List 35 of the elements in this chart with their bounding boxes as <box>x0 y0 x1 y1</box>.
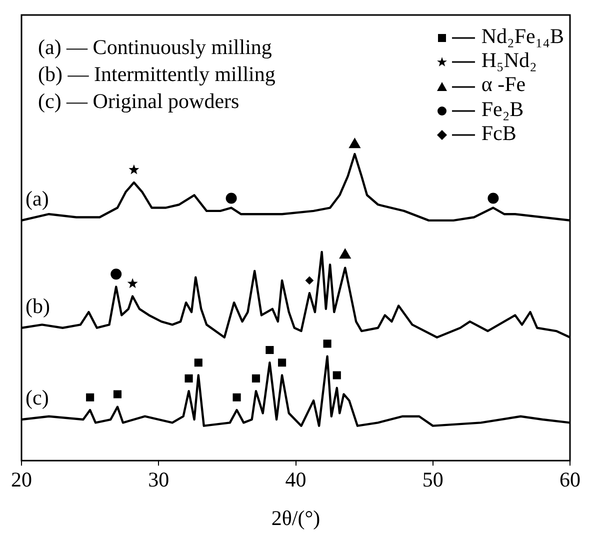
x-tick-label: 40 <box>285 468 306 492</box>
point <box>349 138 360 148</box>
x-tick-label: 30 <box>148 468 170 492</box>
point <box>266 346 274 354</box>
legend-label: FcB <box>481 120 516 145</box>
legend-label: Fe₂B <box>481 96 524 121</box>
x-tick-label: 60 <box>560 468 580 492</box>
text: (b) — Intermittently milling <box>38 61 276 88</box>
point <box>305 276 314 284</box>
point <box>252 374 260 382</box>
legend-label: α -Fe <box>481 72 526 96</box>
point <box>323 340 332 348</box>
point <box>194 358 202 367</box>
legend-label: Nd₂Fe₁₄B <box>481 24 564 48</box>
legend-label: H₅Nd₂ <box>481 48 537 72</box>
point <box>488 192 499 204</box>
point <box>232 393 241 402</box>
point <box>110 268 122 280</box>
x-axis-title: 2θ/(°) <box>271 506 320 530</box>
x-tick-label: 20 <box>11 468 32 492</box>
point <box>278 358 286 367</box>
point <box>339 248 351 259</box>
point <box>86 393 94 402</box>
text: (c) — Original powders <box>38 88 240 115</box>
series-label: (b) <box>26 294 50 318</box>
point <box>226 192 237 204</box>
point <box>332 371 341 380</box>
series-label: (a) <box>26 186 49 210</box>
text: (a) — Continuously milling <box>38 34 273 61</box>
point <box>184 374 193 382</box>
x-tick-label: 50 <box>422 468 444 492</box>
point <box>127 278 138 288</box>
point <box>113 390 122 398</box>
series-label: (c) <box>26 386 49 410</box>
point <box>128 164 140 174</box>
